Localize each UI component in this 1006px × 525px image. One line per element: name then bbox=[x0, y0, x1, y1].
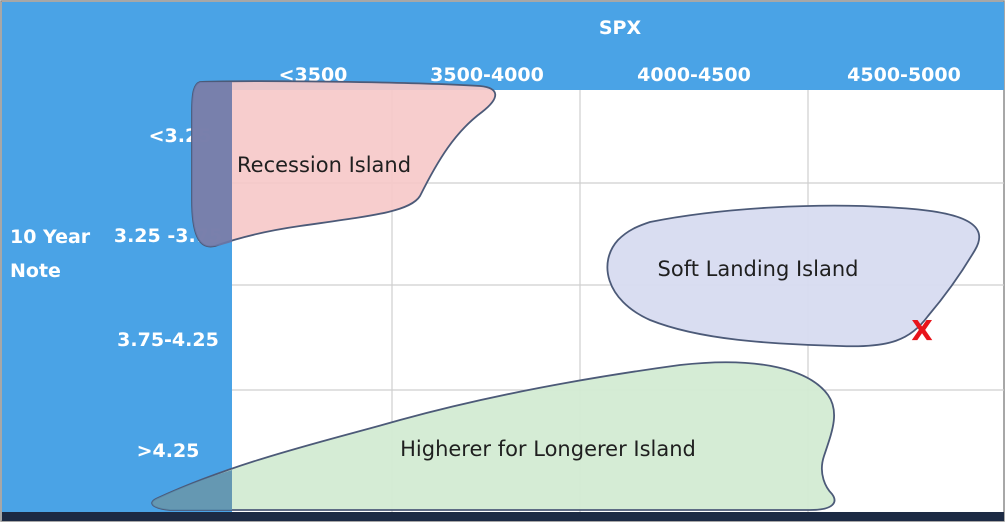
row-header-title: 10 Year Note bbox=[10, 226, 97, 282]
soft-landing-island-label: Soft Landing Island bbox=[658, 257, 859, 281]
row-label-4: >4.25 bbox=[137, 440, 200, 462]
recession-island-overlap bbox=[192, 82, 232, 247]
current-position-marker: X bbox=[911, 314, 933, 347]
soft-landing-island bbox=[606, 204, 981, 348]
bottom-border bbox=[2, 512, 1004, 521]
row-header-line-2: Note bbox=[10, 260, 61, 282]
recession-island-label: Recession Island bbox=[237, 153, 411, 177]
row-header-band bbox=[2, 2, 232, 512]
higher-island bbox=[151, 361, 836, 511]
higher-island-overlap bbox=[152, 470, 232, 510]
column-label-3: 4000-4500 bbox=[637, 64, 751, 86]
higher-island-label: Higherer for Longerer Island bbox=[400, 437, 696, 461]
row-label-3: 3.75-4.25 bbox=[117, 329, 219, 351]
column-label-4: 4500-5000 bbox=[847, 64, 961, 86]
column-header-title: SPX bbox=[599, 17, 642, 39]
row-header-line-1: 10 Year bbox=[10, 226, 91, 248]
column-label-2: 3500-4000 bbox=[430, 64, 544, 86]
